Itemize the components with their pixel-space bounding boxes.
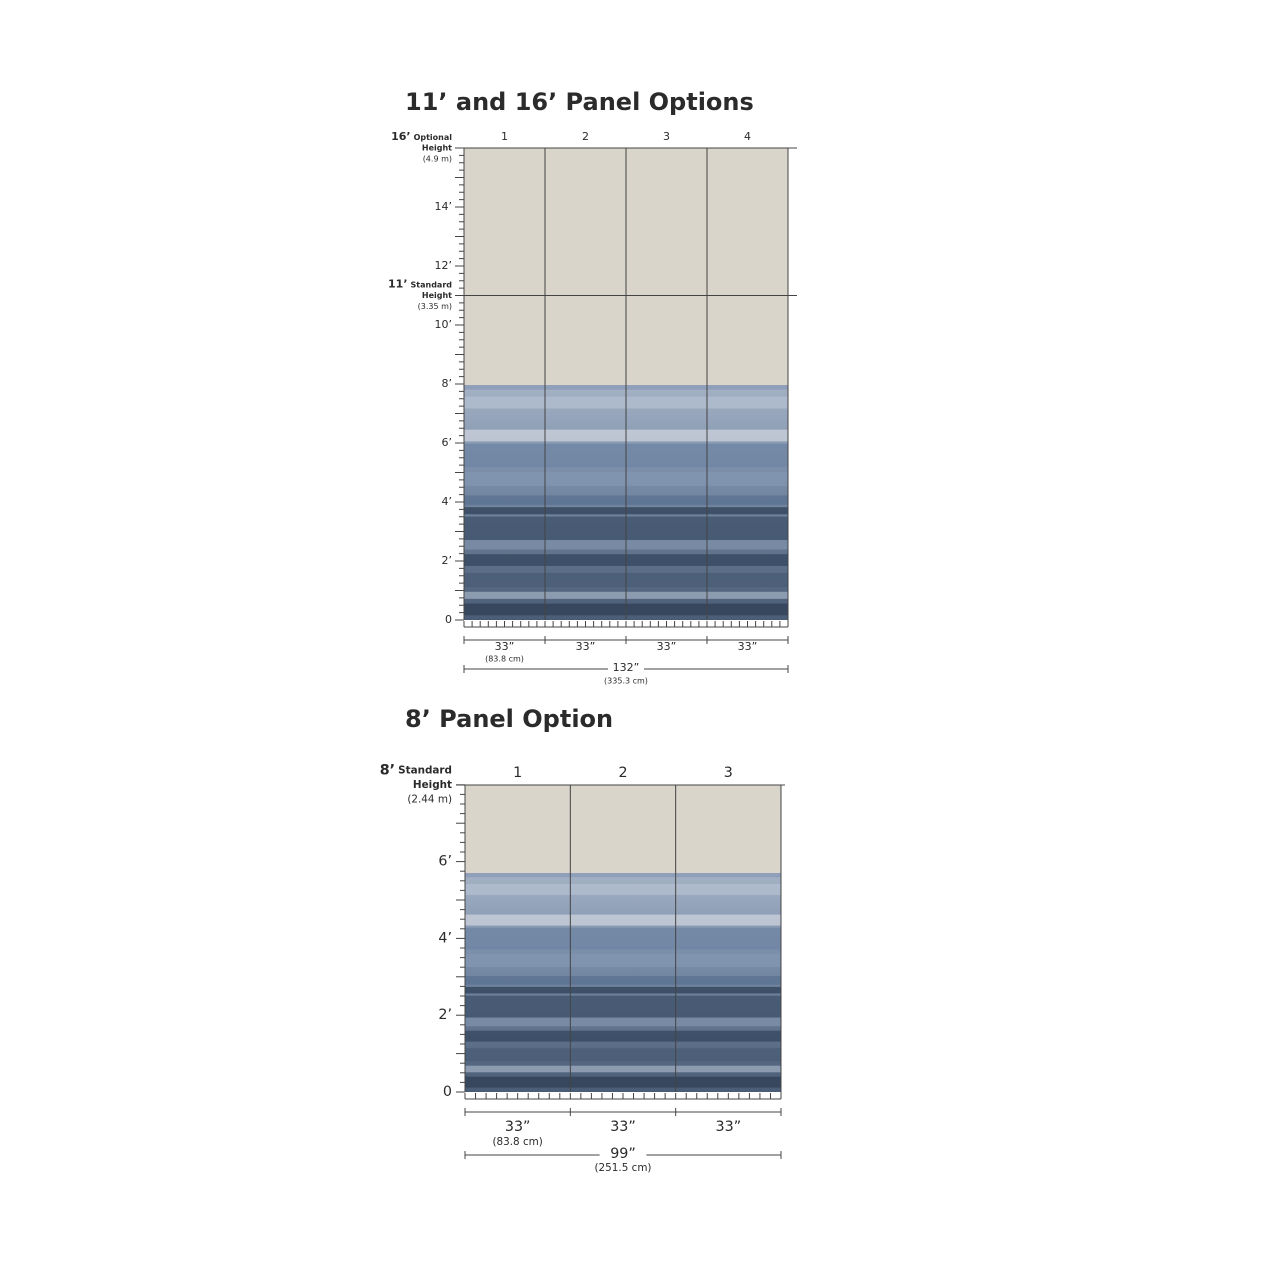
- wallpaper-stripe: [465, 883, 781, 895]
- panel-number: 4: [744, 130, 751, 143]
- panel-width: 33”: [495, 640, 515, 653]
- total-width: 99”: [610, 1146, 636, 1162]
- height-tick-label: 4’: [442, 495, 453, 508]
- height-label: 8’ Standard: [380, 763, 452, 779]
- height-tick-label: 0: [445, 613, 452, 626]
- height-tick-label: 0: [443, 1084, 452, 1100]
- height-kind: Standard: [411, 280, 453, 289]
- height-value: 8’: [380, 763, 395, 779]
- total-label-bg: [599, 1145, 647, 1165]
- panel-width: 33”: [610, 1119, 636, 1135]
- height-metric: (2.44 m): [407, 793, 452, 805]
- panel-width-metric: (83.8 cm): [485, 655, 524, 664]
- height-word: Height: [422, 144, 452, 153]
- wallpaper-stripe: [465, 1017, 781, 1027]
- height-metric: (3.35 m): [418, 302, 452, 311]
- height-tick-label: 6’: [438, 854, 452, 870]
- total-width: 132”: [613, 661, 640, 674]
- wallpaper-stripe: [465, 914, 781, 926]
- panel-number: 1: [513, 765, 522, 781]
- wallpaper-stripe: [465, 927, 781, 950]
- height-tick-label: 6’: [442, 436, 453, 449]
- height-value: 11’: [388, 278, 408, 291]
- panel-number: 3: [724, 765, 733, 781]
- height-tick-label: 2’: [438, 1007, 452, 1023]
- height-tick-label: 12’: [435, 259, 453, 272]
- total-label-bg: [608, 662, 644, 676]
- panel-number: 1: [501, 130, 508, 143]
- panel-width: 33”: [505, 1119, 531, 1135]
- panel-width: 33”: [576, 640, 596, 653]
- total-width-metric: (335.3 cm): [604, 677, 648, 686]
- panel-number: 2: [618, 765, 627, 781]
- wallpaper-stripe: [465, 954, 781, 968]
- height-tick-label: 14’: [435, 200, 453, 213]
- height-tick-label: 4’: [438, 930, 452, 946]
- panel-width: 33”: [657, 640, 677, 653]
- height-kind: Optional: [414, 133, 453, 142]
- wallpaper-top: [465, 785, 781, 873]
- wallpaper-stripe: [465, 1065, 781, 1073]
- height-tick-label: 2’: [442, 554, 453, 567]
- panel-width: 33”: [716, 1119, 742, 1135]
- height-kind: Standard: [398, 765, 452, 777]
- total-width-metric: (251.5 cm): [595, 1162, 652, 1174]
- height-value: 16’: [391, 130, 411, 143]
- wallpaper-stripe: [465, 975, 781, 985]
- height-tick-label: 10’: [435, 318, 453, 331]
- wallpaper-stripe: [465, 1076, 781, 1088]
- height-metric: (4.9 m): [423, 155, 452, 164]
- wallpaper-stripe: [465, 986, 781, 994]
- height-word: Height: [413, 779, 452, 791]
- wallpaper-stripe: [465, 1030, 781, 1042]
- height-label: 16’ Optional: [391, 130, 452, 143]
- section-title: 11’ and 16’ Panel Options: [405, 88, 754, 116]
- section-title: 8’ Panel Option: [405, 705, 613, 733]
- height-label: 11’ Standard: [388, 278, 452, 291]
- height-tick-label: 8’: [442, 377, 453, 390]
- panel-number: 2: [582, 130, 589, 143]
- wallpaper-stripe: [465, 873, 781, 878]
- wallpaper-stripe: [465, 1048, 781, 1062]
- wallpaper-stripe: [465, 995, 781, 1018]
- panel-number: 3: [663, 130, 670, 143]
- panel-width: 33”: [738, 640, 758, 653]
- height-word: Height: [422, 291, 452, 300]
- panel-width-metric: (83.8 cm): [492, 1136, 542, 1148]
